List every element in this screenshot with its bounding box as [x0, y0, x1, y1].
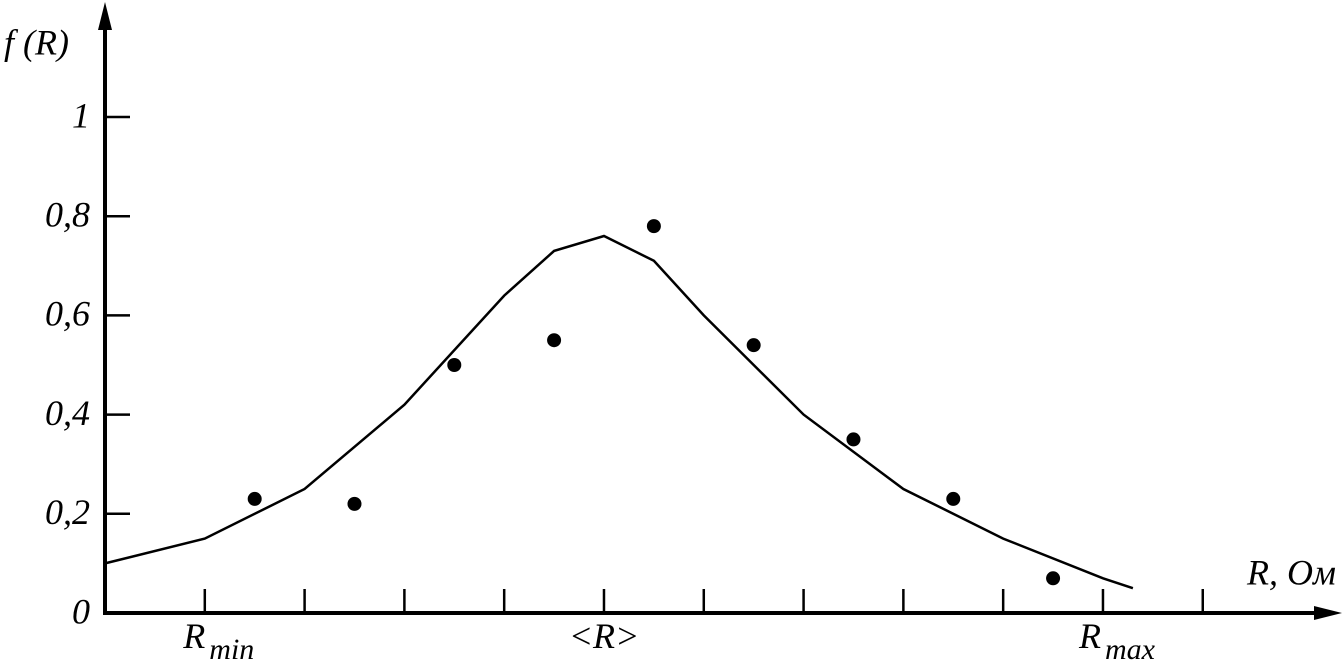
y-tick-label: 0 [72, 591, 90, 631]
y-tick-label: 1 [72, 95, 90, 135]
data-point [347, 496, 362, 511]
x-tick-label-main: <R> [569, 616, 640, 656]
x-tick-label-main: R [1078, 616, 1101, 656]
y-axis-label: f (R) [4, 22, 69, 62]
y-tick-label: 0,6 [45, 294, 90, 334]
y-tick-label: 0,2 [45, 492, 90, 532]
data-point [846, 432, 861, 447]
data-point [247, 491, 262, 506]
y-axis-arrow [98, 2, 112, 30]
x-axis-label: R, Ом [1246, 552, 1336, 592]
y-tick-label: 0,4 [45, 393, 90, 433]
data-point [746, 338, 761, 353]
x-axis-arrow [1314, 606, 1342, 620]
x-tick-label-sub: max [1105, 633, 1156, 666]
data-point [946, 491, 961, 506]
y-tick-label: 0,8 [45, 194, 90, 234]
x-tick-label: <R> [569, 616, 640, 656]
data-point [646, 219, 661, 234]
x-tick-label-sub: min [209, 633, 254, 666]
data-point [1046, 571, 1061, 586]
data-point [447, 358, 462, 372]
x-tick-label-main: R [182, 616, 205, 656]
fit-curve [104, 234, 1134, 590]
data-point [547, 333, 562, 348]
